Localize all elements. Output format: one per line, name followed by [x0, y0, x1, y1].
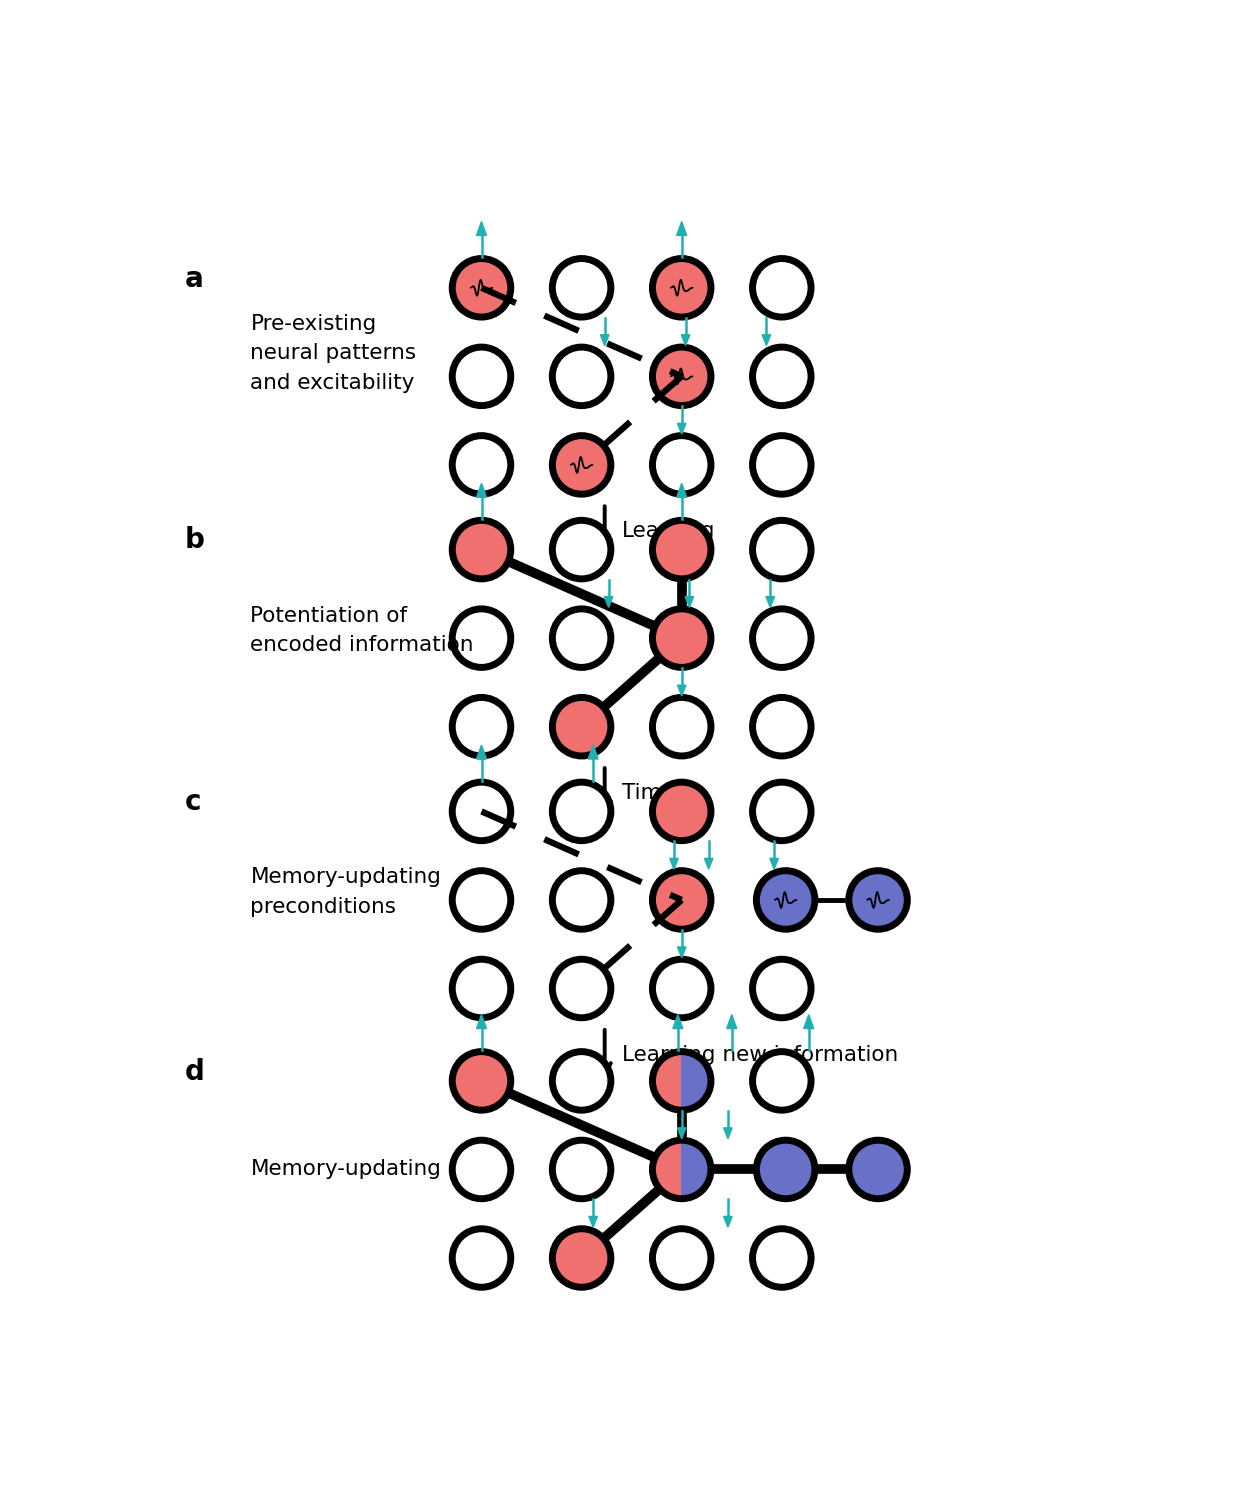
Text: d: d — [185, 1058, 205, 1086]
Circle shape — [453, 1140, 511, 1198]
Text: Pre-existing
neural patterns
and excitability: Pre-existing neural patterns and excitab… — [250, 314, 417, 393]
Circle shape — [552, 1140, 611, 1198]
Circle shape — [652, 698, 711, 756]
Circle shape — [552, 782, 611, 840]
Polygon shape — [604, 597, 613, 608]
Polygon shape — [600, 334, 609, 345]
Circle shape — [756, 1140, 815, 1198]
Circle shape — [453, 782, 511, 840]
Polygon shape — [677, 423, 686, 433]
Text: Learning: Learning — [621, 520, 715, 542]
Text: Potentiation of
encoded information: Potentiation of encoded information — [250, 606, 474, 656]
Circle shape — [753, 1052, 811, 1110]
Polygon shape — [673, 1014, 683, 1029]
Polygon shape — [476, 1014, 486, 1029]
Circle shape — [652, 435, 711, 494]
Circle shape — [453, 958, 511, 1018]
Circle shape — [552, 435, 611, 494]
Circle shape — [753, 1228, 811, 1287]
Polygon shape — [804, 1014, 813, 1029]
Circle shape — [652, 782, 711, 840]
Circle shape — [652, 609, 711, 668]
Circle shape — [753, 609, 811, 668]
Polygon shape — [763, 334, 770, 345]
Text: Memory-updating: Memory-updating — [250, 1160, 441, 1179]
Polygon shape — [682, 1052, 711, 1110]
Circle shape — [552, 698, 611, 756]
Text: a: a — [185, 264, 203, 292]
Text: b: b — [185, 526, 205, 555]
Text: Memory-updating
preconditions: Memory-updating preconditions — [250, 867, 441, 916]
Polygon shape — [686, 597, 693, 608]
Polygon shape — [704, 858, 713, 868]
Polygon shape — [770, 858, 779, 868]
Polygon shape — [677, 1128, 686, 1138]
Circle shape — [552, 958, 611, 1018]
Circle shape — [756, 870, 815, 928]
Circle shape — [552, 258, 611, 316]
Circle shape — [552, 1052, 611, 1110]
Polygon shape — [476, 222, 486, 236]
Circle shape — [453, 1228, 511, 1287]
Circle shape — [652, 258, 711, 316]
Polygon shape — [653, 1052, 682, 1110]
Polygon shape — [476, 746, 486, 759]
Polygon shape — [670, 858, 678, 868]
Circle shape — [753, 520, 811, 579]
Circle shape — [453, 698, 511, 756]
Polygon shape — [476, 483, 486, 496]
Polygon shape — [681, 334, 689, 345]
Polygon shape — [589, 1216, 598, 1227]
Circle shape — [552, 520, 611, 579]
Text: Time: Time — [621, 783, 675, 802]
Circle shape — [453, 870, 511, 928]
Circle shape — [753, 258, 811, 316]
Circle shape — [652, 870, 711, 928]
Circle shape — [753, 782, 811, 840]
Polygon shape — [677, 222, 687, 236]
Circle shape — [453, 346, 511, 405]
Polygon shape — [682, 1142, 711, 1198]
Circle shape — [652, 958, 711, 1018]
Circle shape — [552, 609, 611, 668]
Polygon shape — [724, 1128, 732, 1138]
Polygon shape — [588, 746, 598, 759]
Polygon shape — [724, 1216, 732, 1227]
Polygon shape — [677, 483, 687, 496]
Circle shape — [849, 870, 908, 928]
Polygon shape — [653, 1142, 682, 1198]
Polygon shape — [677, 686, 686, 696]
Polygon shape — [766, 597, 775, 608]
Polygon shape — [677, 946, 686, 957]
Circle shape — [453, 520, 511, 579]
Polygon shape — [727, 1014, 737, 1029]
Circle shape — [753, 958, 811, 1018]
Circle shape — [652, 520, 711, 579]
Circle shape — [552, 870, 611, 928]
Circle shape — [652, 346, 711, 405]
Circle shape — [753, 698, 811, 756]
Circle shape — [753, 435, 811, 494]
Circle shape — [753, 346, 811, 405]
Circle shape — [453, 1052, 511, 1110]
Circle shape — [552, 346, 611, 405]
Circle shape — [552, 1228, 611, 1287]
Circle shape — [453, 435, 511, 494]
Text: c: c — [185, 789, 202, 816]
Text: Learning new information: Learning new information — [621, 1044, 898, 1065]
Circle shape — [849, 1140, 908, 1198]
Circle shape — [453, 609, 511, 668]
Circle shape — [652, 1228, 711, 1287]
Circle shape — [453, 258, 511, 316]
